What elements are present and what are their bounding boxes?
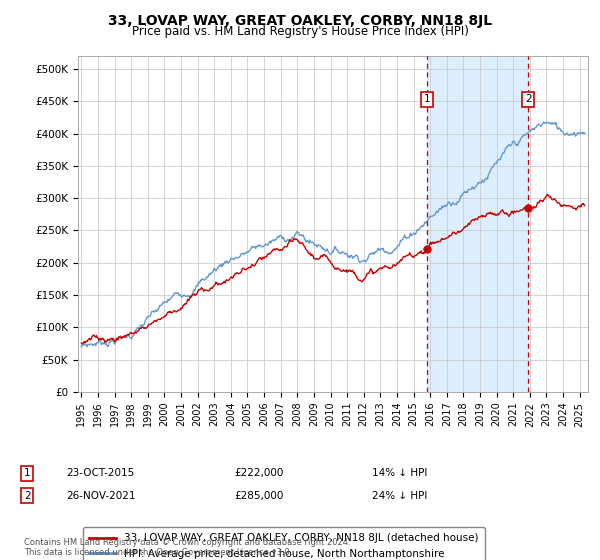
Text: 26-NOV-2021: 26-NOV-2021 bbox=[66, 491, 136, 501]
Legend: 33, LOVAP WAY, GREAT OAKLEY, CORBY, NN18 8JL (detached house), HPI: Average pric: 33, LOVAP WAY, GREAT OAKLEY, CORBY, NN18… bbox=[83, 527, 485, 560]
Text: £285,000: £285,000 bbox=[234, 491, 283, 501]
Text: 23-OCT-2015: 23-OCT-2015 bbox=[66, 468, 134, 478]
Text: Price paid vs. HM Land Registry's House Price Index (HPI): Price paid vs. HM Land Registry's House … bbox=[131, 25, 469, 38]
Text: Contains HM Land Registry data © Crown copyright and database right 2024.
This d: Contains HM Land Registry data © Crown c… bbox=[24, 538, 350, 557]
Text: 2: 2 bbox=[24, 491, 31, 501]
Text: 1: 1 bbox=[24, 468, 31, 478]
Text: 1: 1 bbox=[424, 94, 430, 104]
Text: 33, LOVAP WAY, GREAT OAKLEY, CORBY, NN18 8JL: 33, LOVAP WAY, GREAT OAKLEY, CORBY, NN18… bbox=[108, 14, 492, 28]
Text: 2: 2 bbox=[525, 94, 532, 104]
Text: 14% ↓ HPI: 14% ↓ HPI bbox=[372, 468, 427, 478]
Bar bbox=[427, 56, 528, 392]
Text: 24% ↓ HPI: 24% ↓ HPI bbox=[372, 491, 427, 501]
Text: £222,000: £222,000 bbox=[234, 468, 283, 478]
